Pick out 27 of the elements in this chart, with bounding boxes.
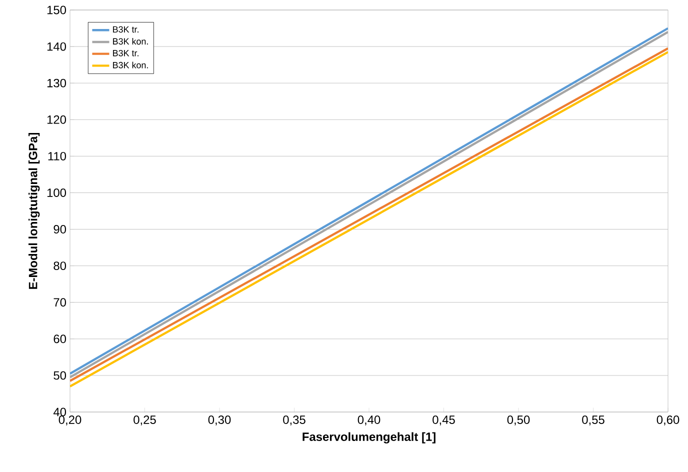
x-tick-label: 0,55 — [582, 416, 604, 426]
y-tick-label: 140 — [47, 42, 66, 51]
x-axis-title: Faservolumengehalt [1] — [302, 432, 436, 444]
y-axis-title: E-Modul lonigtutignal [GPa] — [28, 132, 40, 289]
y-tick-label: 90 — [54, 225, 66, 234]
y-tick-label: 110 — [48, 152, 66, 160]
y-tick-label: 70 — [54, 298, 66, 307]
y-tick-label: 50 — [54, 371, 66, 380]
x-tick-label: 0,35 — [283, 416, 306, 426]
y-tick-label: 60 — [54, 334, 66, 344]
y-tick-label: 40 — [53, 408, 66, 416]
x-tick-label: 0,25 — [134, 416, 156, 426]
y-tick-label: 130 — [47, 78, 66, 88]
y-tick-label: 100 — [47, 188, 66, 197]
x-tick-label: 0,50 — [507, 416, 530, 426]
legend-label: B3K tr. — [113, 26, 138, 33]
x-tick-label: 0,60 — [656, 416, 680, 426]
y-tick-label: 80 — [54, 262, 66, 270]
legend-label: B3K kon. — [113, 38, 148, 45]
legend-label: B3K kon. — [113, 62, 148, 68]
x-tick-label: 0,40 — [358, 416, 380, 426]
y-tick-label: 120 — [47, 115, 66, 124]
x-tick-label: 0,45 — [432, 416, 455, 426]
legend-label: B3K tr. — [113, 50, 138, 56]
x-tick-label: 0,20 — [58, 416, 82, 426]
y-tick-label: 150 — [47, 6, 66, 14]
x-tick-label: 0,30 — [208, 416, 231, 426]
